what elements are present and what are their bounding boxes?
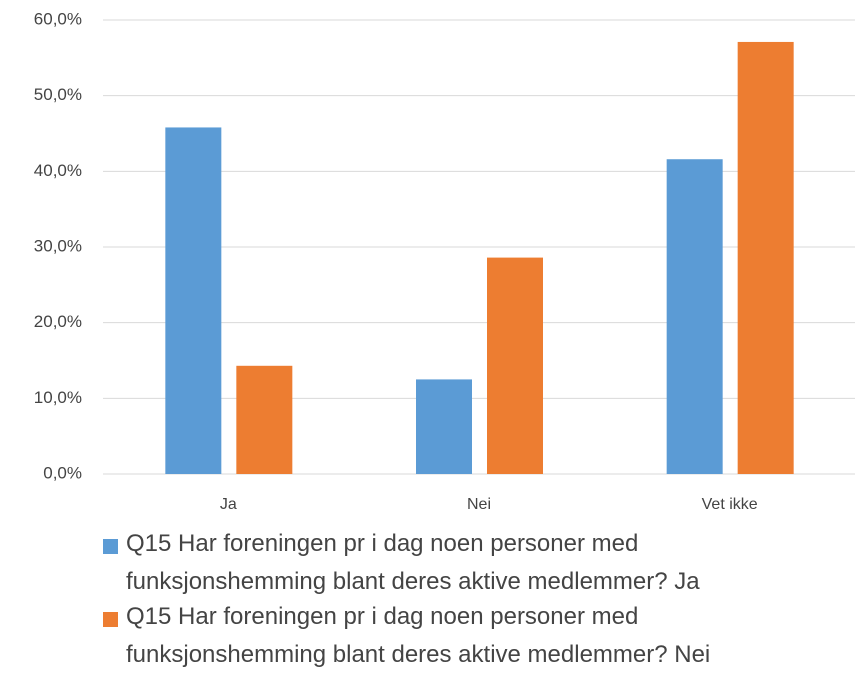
chart: 0,0% 10,0% 20,0% 30,0% 40,0% 50,0% 60,0% Ja Nei V… [34,9,855,513]
legend-swatch [103,612,118,627]
bar [487,257,543,474]
legend: Q15 Har foreningen pr i dag noen persone… [103,530,843,678]
y-tick-label: 60,0% [34,9,82,28]
x-tick-label: Nei [467,496,491,513]
legend-entry: Q15 Har foreningen pr i dag noen persone… [103,530,843,601]
y-tick-label: 30,0% [34,236,82,255]
y-tick-label: 50,0% [34,85,82,104]
x-tick-label: Vet ikke [702,496,758,513]
legend-entry: Q15 Har foreningen pr i dag noen persone… [103,603,843,674]
bar [416,379,472,474]
legend-swatch [103,539,118,554]
legend-label: Q15 Har foreningen pr i dag noen persone… [126,530,700,595]
legend-label: Q15 Har foreningen pr i dag noen persone… [126,603,711,668]
bar [165,127,222,475]
bar [236,365,293,474]
bar [737,41,794,475]
y-tick-label: 0,0% [43,463,82,482]
y-tick-label: 40,0% [34,161,82,180]
bar [666,159,723,474]
x-tick-label: Ja [220,496,237,513]
y-tick-label: 10,0% [34,388,82,407]
y-tick-label: 20,0% [34,312,82,331]
